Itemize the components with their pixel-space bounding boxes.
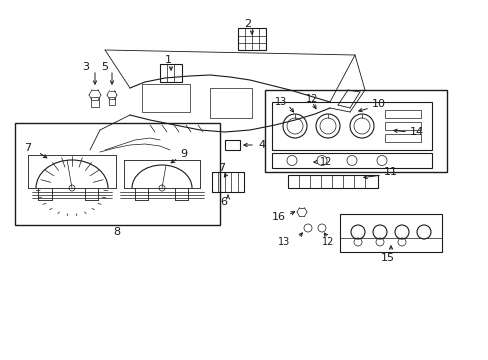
Text: 8: 8: [113, 227, 121, 237]
Bar: [212, 172, 244, 192]
Text: 5: 5: [102, 62, 108, 72]
Bar: [271, 153, 431, 168]
Bar: [209, 88, 251, 118]
Bar: [271, 102, 431, 150]
Text: 3: 3: [82, 62, 89, 72]
Text: 6: 6: [220, 197, 227, 207]
Text: 13: 13: [274, 97, 286, 107]
Text: 13: 13: [277, 237, 289, 247]
Bar: [384, 134, 420, 142]
Text: 9: 9: [180, 149, 187, 159]
Bar: [160, 64, 182, 82]
Text: 12: 12: [321, 237, 333, 247]
Bar: [287, 175, 377, 188]
Bar: [109, 97, 115, 105]
Text: 1: 1: [164, 55, 171, 65]
Text: 16: 16: [271, 212, 285, 222]
Text: 4: 4: [258, 140, 264, 150]
Text: 15: 15: [380, 253, 394, 263]
Bar: [339, 214, 441, 252]
Bar: [224, 140, 240, 150]
Bar: [238, 28, 265, 50]
Bar: [15, 123, 220, 225]
Bar: [384, 110, 420, 118]
Text: 2: 2: [244, 19, 251, 29]
Bar: [142, 84, 190, 112]
Text: 12: 12: [319, 157, 332, 167]
Bar: [91, 97, 99, 107]
Bar: [264, 90, 446, 172]
Text: 7: 7: [24, 143, 32, 153]
Bar: [384, 122, 420, 130]
Text: 11: 11: [383, 167, 397, 177]
Text: 7: 7: [218, 163, 225, 173]
Text: 10: 10: [371, 99, 385, 109]
Text: 12: 12: [305, 94, 318, 104]
Text: 14: 14: [409, 127, 423, 137]
